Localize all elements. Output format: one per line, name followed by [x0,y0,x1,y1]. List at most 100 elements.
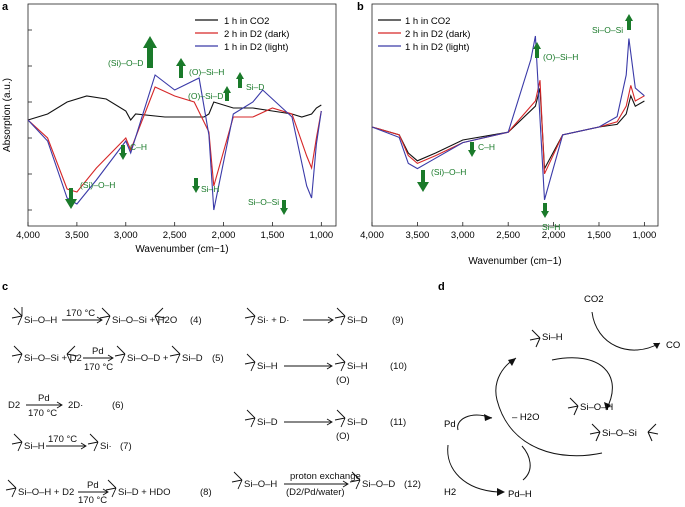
annotation-a-0: (Si)–O–D [108,58,143,68]
arrow-down-icon [468,142,476,157]
plot-a: 4,000 3,500 3,000 2,500 2,000 1,500 1,000 [16,3,337,241]
legend-b-label-1: 2 h in D2 (dark) [405,29,470,40]
siosi-bonds [589,423,659,442]
series-line-0-2 [27,74,322,211]
arrow-up-icon [533,42,541,58]
arrowhead-icon [604,402,611,410]
arrowhead-icon [508,358,516,366]
cycle-pd: Pd [444,419,456,430]
eq11-lhs: Si–D [257,417,278,428]
series-line-1-2 [371,35,645,200]
eq9-num: (9) [392,315,404,326]
series-line-1-1 [371,80,645,175]
arrow-down-icon [280,200,288,215]
eq12-num: (12) [404,479,421,490]
equation-9 [244,307,346,326]
xtick-label-0-1: 3,500 [65,230,89,241]
eq7-cond: 170 °C [48,434,77,445]
plot-a-ylabel: Absorption (a.u.) [2,78,13,152]
plot-b: 4,000 3,500 3,000 2,500 2,000 1,500 1,000 [360,3,659,241]
eq6-lhs: D2 [8,400,20,411]
arrow-up-icon [176,58,186,78]
xtick-label-1-1: 3,500 [406,230,430,241]
cycle-sioh: Si–O–H [580,402,613,413]
eq7-rhs: Si· [100,441,112,452]
eq7-num: (7) [120,441,132,452]
panel-c-label: c [2,281,8,293]
eq6-cond: 170 °C [28,408,57,419]
arrow-down-icon [192,178,200,193]
eq10-num: (10) [390,361,407,372]
eq5-num: (5) [212,353,224,364]
eq4-lhs: Si–O–H [24,315,57,326]
annotation-b-4: Si–H [542,222,560,232]
cycle-arrow-h2 [447,444,499,493]
eq6-rhs: 2D· [68,400,83,411]
eq9-rhs: Si–D [347,315,368,326]
equation-10 [244,353,346,372]
cycle-arrow-sioh [551,357,613,411]
cycle-arrow-co2 [591,311,661,351]
annotation-a-4: C–H [130,142,147,152]
cycle-labels: CO2 CO Si–H Si–O–H Si–O–Si – H2O Pd H2 P… [444,294,680,500]
cycle-h2: H2 [444,487,456,498]
arrow-up-icon [143,36,157,68]
xtick-label-0-6: 1,000 [309,230,333,241]
xtick-label-0-2: 3,000 [114,230,138,241]
eq12-cond: (D2/Pd/water) [286,487,345,498]
cycle-pdh: Pd–H [508,489,532,500]
legend-a: 1 h in CO2 2 h in D2 (dark) 1 h in D2 (l… [195,16,289,53]
annotation-b-0: (O)–Si–H [543,52,578,62]
plot-b-xlabel: Wavenumber (cm−1) [468,256,561,267]
cycle-h2o: – H2O [512,412,539,423]
plot-b-series [371,35,645,200]
xtick-label-1-3: 2,500 [496,230,520,241]
eq8-lhs: Si–O–H + D2 [18,487,74,498]
xtick-label-1-2: 3,000 [451,230,475,241]
panel-d-label: d [438,281,445,293]
annotation-a-5: (Si)–O–H [80,180,115,190]
eq9-lhs: Si· + D· [257,315,289,326]
xtick-label-0-3: 2,500 [163,230,187,241]
eq6-num: (6) [112,400,124,411]
equation-12 [231,471,361,490]
xtick-label-1-5: 1,500 [587,230,611,241]
annotation-a-6: Si–H [201,184,219,194]
panel-a-label: a [2,1,9,13]
annotation-a-3: Si–D [246,82,264,92]
legend-a-label-2: 1 h in D2 (light) [224,42,288,53]
cycle-arrow-pdh [521,445,531,481]
xtick-label-1-4: 2,000 [542,230,566,241]
panel-b-label: b [357,1,364,13]
legend-a-label-1: 2 h in D2 (dark) [224,29,289,40]
arrow-down-icon [417,170,429,192]
annotations-a: (Si)–O–D (O)–Si–H (O)–Si–D Si–D C–H (Si)… [65,36,288,215]
eq5-rhs: Si–O–D + [127,353,169,364]
eq11-rhs: Si–D [347,417,368,428]
plot-a-frame [27,3,337,227]
eq10-rhs: Si–H [347,361,368,372]
equation-5 [11,345,181,364]
arrowhead-icon [653,343,660,349]
eq4-cond: 170 °C [66,308,95,319]
annotation-a-1: (O)–Si–H [189,67,224,77]
eq12-lhs: Si–O–H [244,479,277,490]
series-line-0-0 [27,95,322,121]
xtick-label-0-0: 4,000 [16,230,40,241]
legend-b-label-2: 1 h in D2 (light) [405,42,469,53]
arrow-up-icon [223,86,231,101]
eq8-cond: 170 °C [78,495,107,506]
catalytic-cycle [447,311,661,496]
annotation-b-3: C–H [478,142,495,152]
eq11-num: (11) [390,417,406,428]
legend-a-label-0: 1 h in CO2 [224,16,269,27]
annotations-b: (O)–Si–H Si–O–Si C–H (Si)–O–H Si–H [417,14,633,232]
eq12-cat: proton exchange [290,471,361,482]
arrow-up-icon [625,14,633,30]
eq5-rhs2: Si–D [182,353,203,364]
eq5-cat: Pd [92,346,104,357]
eq6-cat: Pd [38,393,50,404]
eq4-rhs: Si–O–Si + H2O [112,315,177,326]
reaction-equations [5,307,361,498]
eq11-sub: (O) [336,431,350,442]
